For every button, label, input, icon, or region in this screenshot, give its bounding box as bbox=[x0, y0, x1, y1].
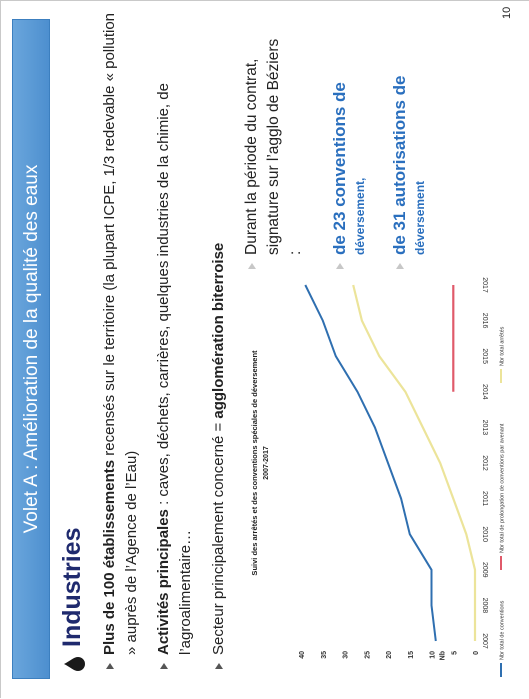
y-tick-label: 40 bbox=[299, 651, 306, 659]
chart-title: Suivi des arrêtés et des conventions spé… bbox=[250, 350, 259, 576]
x-tick-label: 2016 bbox=[481, 313, 488, 329]
x-tick-label: 2007 bbox=[481, 633, 488, 649]
y-tick-label: 5 bbox=[451, 651, 458, 655]
autorisations-small: déversement bbox=[413, 180, 427, 255]
side-intro-text: Durant la période du contrat, signature … bbox=[243, 38, 304, 255]
series-line-1 bbox=[304, 284, 437, 642]
bullet-arrow-icon bbox=[396, 263, 404, 269]
x-tick-label: 2014 bbox=[481, 384, 488, 400]
x-tick-label: 2010 bbox=[481, 526, 488, 542]
bullet-arrow-icon bbox=[248, 263, 256, 269]
bullet-arrow-icon bbox=[106, 663, 114, 669]
bullet-bold: Plus de 100 établissements bbox=[101, 459, 118, 655]
legend-label-1: Nbr total de conventions bbox=[500, 600, 506, 660]
autorisations-big: de 31 autorisations de bbox=[390, 75, 409, 256]
page-number: 10 bbox=[501, 6, 513, 19]
series-line-3 bbox=[352, 284, 477, 641]
side-autorisations: de 31 autorisations de déversement bbox=[389, 35, 429, 256]
y-tick-label: 0 bbox=[473, 651, 480, 655]
y-tick-label: 25 bbox=[364, 651, 371, 659]
bullet-arrow-icon bbox=[336, 263, 344, 269]
bullet-arrow-icon bbox=[215, 663, 223, 669]
legend-label-3: Nbr total arrêtés bbox=[500, 326, 506, 366]
x-tick-label: 2011 bbox=[481, 491, 488, 506]
x-tick-label: 2012 bbox=[481, 455, 488, 471]
title-banner: Volet A : Amélioration de la qualité des… bbox=[12, 19, 50, 679]
conventions-small: déversement, bbox=[353, 177, 367, 255]
bullet-text: Activités principales : caves, déchets, … bbox=[153, 5, 197, 655]
y-axis-label: Nb bbox=[440, 651, 447, 660]
bullet-bold: agglomération biterroise bbox=[210, 242, 227, 419]
bullet-rest: Secteur principalement concerné = bbox=[210, 418, 227, 655]
bullet-text: Plus de 100 établissements recensés sur … bbox=[99, 5, 143, 655]
y-tick-label: 20 bbox=[386, 651, 393, 659]
conventions-chart: Suivi des arrêtés et des conventions spé… bbox=[239, 265, 514, 685]
bullet-arrow-icon bbox=[160, 663, 168, 669]
legend-label-2: Nbr total de prolongation de conventions… bbox=[500, 423, 506, 553]
water-drop-icon bbox=[64, 657, 85, 671]
y-tick-label: 15 bbox=[408, 651, 415, 659]
conventions-big: de 23 conventions de bbox=[330, 82, 349, 255]
y-tick-label: 30 bbox=[343, 651, 350, 659]
y-tick-label: 35 bbox=[321, 651, 328, 659]
x-tick-label: 2009 bbox=[481, 562, 488, 578]
x-tick-label: 2008 bbox=[481, 598, 488, 614]
section-heading: Industries bbox=[58, 527, 86, 647]
bullet-text: Secteur principalement concerné = agglom… bbox=[208, 5, 230, 655]
chart-subtitle: 2007-2017 bbox=[263, 446, 270, 480]
x-tick-label: 2017 bbox=[481, 277, 488, 293]
y-tick-label: 10 bbox=[430, 651, 437, 659]
chart-svg: Suivi des arrêtés et des conventions spé… bbox=[250, 277, 506, 677]
side-conventions: de 23 conventions de déversement, bbox=[329, 35, 369, 255]
x-tick-label: 2013 bbox=[481, 420, 488, 436]
x-tick-label: 2015 bbox=[481, 348, 488, 364]
slide-title: Volet A : Amélioration de la qualité des… bbox=[21, 164, 42, 534]
bullet-bold: Activités principales bbox=[155, 509, 172, 655]
